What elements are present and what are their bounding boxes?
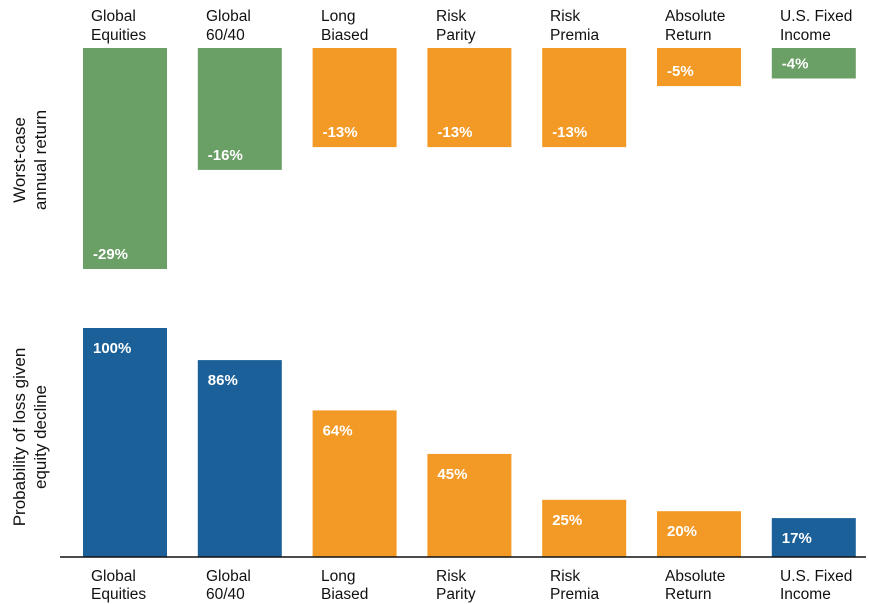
top-cat-label: Income	[780, 27, 831, 44]
top-bar	[427, 48, 512, 148]
top-bar	[197, 48, 282, 170]
bottom-bar-value-label: 25%	[552, 512, 582, 529]
top-bar-value-label: -16%	[208, 147, 243, 164]
top-bar-value-label: -5%	[667, 63, 694, 80]
bottom-bar	[197, 360, 282, 557]
top-cat-label: Parity	[436, 27, 476, 44]
bottom-bars: 100% 86% 64% 45% 25% 20% 17%	[83, 328, 856, 558]
bottom-bar	[771, 518, 856, 557]
top-bar	[771, 48, 856, 79]
bottom-cat-label: Equities	[91, 586, 146, 603]
top-cat-label: Premia	[550, 27, 599, 44]
bottom-y-axis-title-line2: equity decline	[31, 385, 50, 489]
top-bar	[312, 48, 397, 148]
top-cat-label: U.S. Fixed	[780, 8, 852, 25]
top-cat-label: Absolute	[665, 8, 725, 25]
bottom-cat-label: Parity	[436, 586, 476, 603]
top-y-axis-title-line2: annual return	[31, 110, 50, 210]
bottom-bar-value-label: 86%	[208, 372, 238, 389]
bottom-cat-label: Biased	[321, 586, 368, 603]
top-bars: -29% -16% -13% -13% -13% -5% -4%	[83, 48, 856, 269]
top-y-axis-title-line1: Worst-case	[10, 117, 29, 203]
top-bar	[657, 48, 741, 87]
bottom-cat-label: Global	[206, 568, 251, 585]
bottom-bar	[83, 328, 167, 557]
top-bar-value-label: -13%	[552, 124, 587, 141]
top-bar	[83, 48, 167, 269]
top-cat-label: Global	[206, 8, 251, 25]
bottom-bar	[657, 511, 741, 557]
top-bar-value-label: -4%	[782, 56, 809, 73]
bottom-category-labels: Global Equities Global 60/40 Long Biased…	[91, 568, 852, 603]
top-cat-label: 60/40	[206, 27, 245, 44]
bottom-bar-value-label: 17%	[782, 530, 812, 547]
top-cat-label: Equities	[91, 27, 146, 44]
bottom-cat-label: Absolute	[665, 568, 725, 585]
top-cat-label: Risk	[550, 8, 580, 25]
bottom-cat-label: 60/40	[206, 586, 245, 603]
top-cat-label: Biased	[321, 27, 368, 44]
bottom-cat-label: U.S. Fixed	[780, 568, 852, 585]
bottom-bar-value-label: 100%	[93, 340, 131, 357]
bottom-cat-label: Global	[91, 568, 136, 585]
bottom-cat-label: Long	[321, 568, 355, 585]
bottom-cat-label: Return	[665, 586, 712, 603]
top-cat-label: Long	[321, 8, 355, 25]
top-bar-value-label: -29%	[93, 246, 128, 263]
bottom-bar	[312, 410, 397, 557]
bottom-cat-label: Income	[780, 586, 831, 603]
bottom-cat-label: Risk	[436, 568, 466, 585]
bottom-cat-label: Risk	[550, 568, 580, 585]
top-cat-label: Return	[665, 27, 712, 44]
bottom-y-axis-title-line1: Probability of loss given	[10, 348, 29, 527]
top-cat-label: Risk	[436, 8, 466, 25]
top-bar	[542, 48, 627, 148]
bottom-bar-value-label: 45%	[437, 466, 467, 483]
top-category-labels: Global Equities Global 60/40 Long Biased…	[91, 8, 852, 44]
bottom-bar	[542, 499, 627, 558]
bottom-cat-label: Premia	[550, 586, 599, 603]
top-cat-label: Global	[91, 8, 136, 25]
top-bar-value-label: -13%	[437, 124, 472, 141]
bottom-bar-value-label: 64%	[323, 422, 353, 439]
top-bar-value-label: -13%	[323, 124, 358, 141]
bottom-bar	[427, 453, 512, 557]
bottom-bar-value-label: 20%	[667, 523, 697, 540]
